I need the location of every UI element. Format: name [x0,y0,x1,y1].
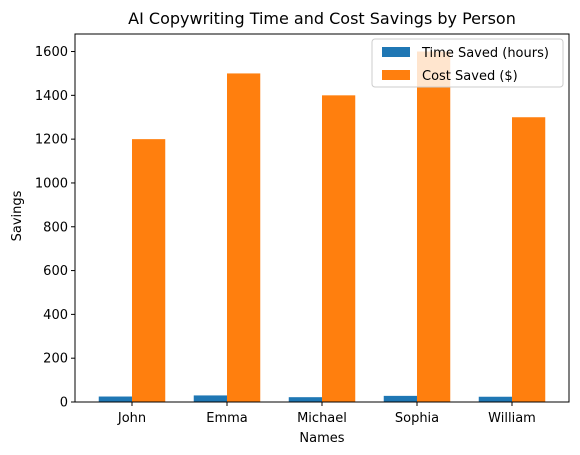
y-axis: 0 200 400 600 800 1000 1200 1400 1600 [35,45,75,411]
legend-swatch [382,47,410,57]
legend-label: Time Saved (hours) [421,46,549,61]
x-tick-label: John [117,411,146,426]
y-tick-label: 1200 [35,133,68,148]
y-axis-title: Savings [10,190,25,241]
plot-frame [74,33,570,403]
legend-swatch [382,70,410,80]
x-tick-label: Michael [297,411,347,426]
bar-time-saved-emma [193,395,227,402]
y-tick-label: 1000 [35,176,68,191]
y-tick-label: 800 [43,220,68,235]
bar-cost-saved-sophia [417,51,451,403]
y-tick-label: 400 [43,308,68,323]
y-tick-label: 200 [43,352,68,367]
y-tick-label: 1400 [35,89,68,104]
x-tick-label: William [488,411,536,426]
bar-cost-saved-john [132,139,166,402]
bar-time-saved-michael [288,397,322,402]
chart-title: AI Copywriting Time and Cost Savings by … [128,9,516,28]
bar-cost-saved-michael [322,95,356,402]
legend-box [371,38,564,88]
bar-cost-saved-william [512,117,546,402]
bar-cost-saved-emma [227,73,261,402]
x-tick-label: Emma [206,411,248,426]
y-tick-label: 0 [60,396,68,411]
x-axis-title: Names [299,431,344,446]
bar-time-saved-william [478,396,512,402]
x-axis: John Emma Michael Sophia William [117,402,536,426]
y-tick-label: 1600 [35,45,68,60]
x-tick-label: Sophia [395,411,439,426]
plot-area [98,51,546,403]
y-tick-label: 600 [43,264,68,279]
bar-time-saved-sophia [383,395,417,402]
bar-time-saved-john [98,396,132,402]
legend-label: Cost Saved ($) [422,69,518,84]
legend: Time Saved (hours) Cost Saved ($) [371,38,564,88]
